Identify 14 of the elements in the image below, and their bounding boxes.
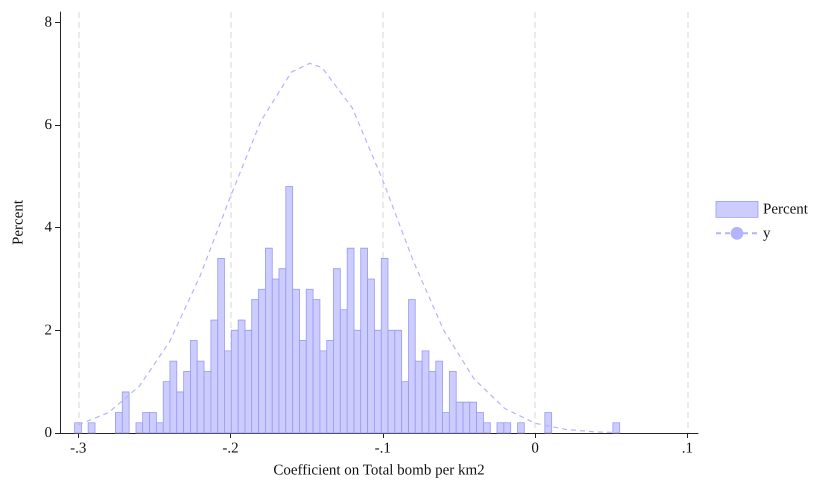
x-axis-title: Coefficient on Total bomb per km2 [273, 462, 485, 478]
x-tick-label: -.3 [70, 440, 86, 456]
legend-label: y [763, 225, 771, 242]
y-tick-label: 2 [44, 322, 52, 338]
x-tick-label: 0 [531, 440, 539, 456]
legend-label: Percent [763, 201, 809, 218]
y-tick-label: 8 [44, 14, 52, 30]
x-tick-label: -.1 [374, 440, 391, 456]
x-tick-label: -.2 [222, 440, 239, 456]
y-tick-label: 6 [44, 116, 52, 133]
x-tick-label: .1 [682, 440, 693, 456]
y-axis-title: Percent [10, 199, 26, 245]
y-tick-label: 4 [44, 220, 52, 236]
y-tick-label: 0 [44, 425, 52, 441]
